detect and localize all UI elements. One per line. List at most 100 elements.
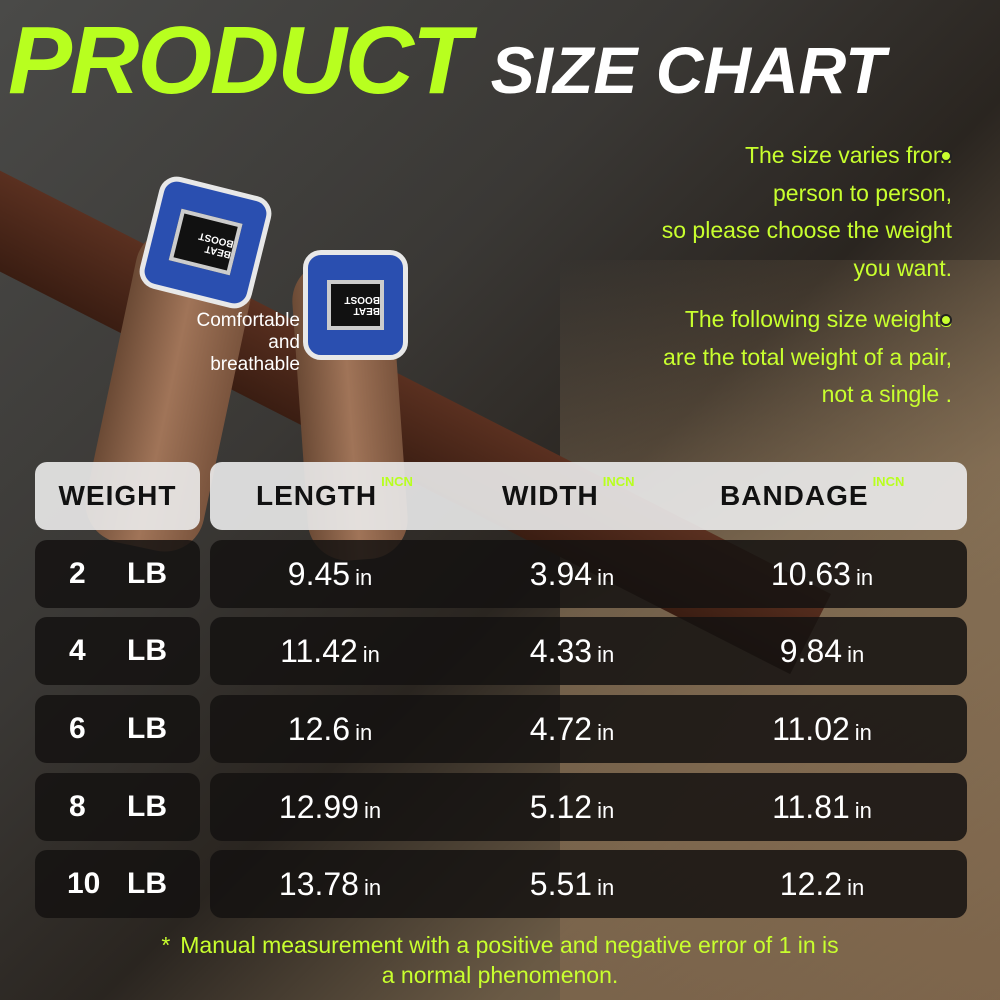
- width-cell: 4.33 in: [472, 617, 672, 685]
- dimension-cells: 11.42 in 4.33 in 9.84 in: [210, 617, 967, 685]
- page-title: PRODUCT SIZE CHART: [8, 6, 885, 116]
- length-cell: 11.42 in: [230, 617, 430, 685]
- header-unit: INCN: [381, 474, 413, 489]
- weight-unit: LB: [127, 790, 167, 823]
- unit-label: in: [854, 720, 872, 745]
- footnote: * Manual measurement with a positive and …: [0, 930, 1000, 990]
- weight-value: 6: [69, 712, 86, 745]
- bandage-value: 10.63: [770, 555, 851, 592]
- table-row: 10 LB 13.78 in 5.51 in 12.2 in: [0, 850, 1000, 918]
- dimension-cells: 9.45 in 3.94 in 10.63 in: [210, 540, 967, 608]
- weight-unit: LB: [127, 867, 167, 900]
- length-value: 13.78: [278, 865, 359, 902]
- note-line: person to person,: [772, 179, 952, 206]
- feature-line: and: [268, 332, 300, 353]
- note-pair-weight: The following size weights are the total…: [663, 301, 952, 414]
- note-line: not a single .: [821, 381, 952, 407]
- header-bandage: BANDAGE: [720, 480, 869, 511]
- weight-value: 10: [67, 867, 101, 900]
- bandage-value: 11.81: [772, 788, 850, 825]
- weight-cell: 8 LB: [35, 773, 200, 841]
- weight-value: 4: [69, 634, 86, 667]
- feature-line: Comfortable: [196, 310, 301, 331]
- title-product: PRODUCT: [8, 7, 471, 114]
- weight-unit: LB: [127, 634, 167, 667]
- table-row: 6 LB 12.6 in 4.72 in 11.02 in: [0, 695, 1000, 763]
- width-cell: 3.94 in: [472, 540, 672, 608]
- length-cell: 12.6 in: [230, 695, 430, 763]
- note-line: are the total weight of a pair,: [663, 343, 952, 370]
- width-value: 5.12: [529, 788, 593, 825]
- unit-label: in: [847, 875, 865, 900]
- unit-label: in: [362, 642, 380, 667]
- unit-label: in: [355, 565, 373, 590]
- note-size-varies: The size varies from person to person, s…: [662, 137, 952, 287]
- length-value: 9.45: [287, 555, 351, 592]
- length-value: 11.42: [280, 632, 358, 669]
- header-weight: WEIGHT: [35, 462, 200, 530]
- note-line: The following size weights: [684, 306, 952, 332]
- weight-cell: 6 LB: [35, 695, 200, 763]
- length-value: 12.99: [278, 788, 359, 825]
- width-cell: 5.12 in: [472, 773, 672, 841]
- unit-label: in: [855, 565, 874, 590]
- header-dimensions: LENGTH INCN WIDTH INCN BANDAGE INCN: [210, 462, 967, 530]
- header-length: LENGTH: [256, 480, 378, 511]
- bandage-cell: 10.63 in: [722, 540, 922, 608]
- length-value: 12.6: [287, 710, 351, 747]
- header-width: WIDTH: [502, 480, 599, 511]
- unit-label: in: [355, 720, 373, 745]
- unit-label: in: [597, 720, 615, 745]
- width-value: 5.51: [529, 865, 593, 902]
- feature-line: breathable: [210, 354, 300, 375]
- unit-label: in: [597, 798, 615, 823]
- weight-value: 2: [69, 557, 86, 590]
- note-line: so please choose the weight: [661, 217, 952, 243]
- unit-label: in: [854, 798, 872, 823]
- weight-cell: 10 LB: [35, 850, 200, 918]
- header-weight-label: WEIGHT: [58, 480, 177, 511]
- unit-label: in: [597, 875, 615, 900]
- weight-cell: 2 LB: [35, 540, 200, 608]
- width-cell: 5.51 in: [472, 850, 672, 918]
- note-line: The size varies from: [744, 142, 952, 168]
- unit-label: in: [363, 798, 382, 823]
- bandage-cell: 12.2 in: [722, 850, 922, 918]
- bandage-cell: 11.81 in: [722, 773, 922, 841]
- dimension-cells: 13.78 in 5.51 in 12.2 in: [210, 850, 967, 918]
- weight-unit: LB: [127, 557, 167, 590]
- header-unit: INCN: [602, 474, 635, 489]
- bullet-icon: [940, 150, 952, 162]
- footnote-line: a normal phenomenon.: [381, 962, 619, 988]
- brand-logo: BEAT BOOST: [168, 209, 243, 276]
- bandage-cell: 11.02 in: [722, 695, 922, 763]
- table-row: 8 LB 12.99 in 5.12 in 11.81 in: [0, 773, 1000, 841]
- dimension-cells: 12.99 in 5.12 in 11.81 in: [210, 773, 967, 841]
- brand-logo: BEAT BOOST: [327, 280, 384, 330]
- table-row: 2 LB 9.45 in 3.94 in 10.63 in: [0, 540, 1000, 608]
- feature-label: Comfortable and breathable: [150, 310, 301, 376]
- bandage-value: 12.2: [779, 865, 843, 902]
- bandage-value: 11.02: [772, 710, 850, 747]
- unit-label: in: [847, 642, 865, 667]
- weight-unit: LB: [127, 712, 167, 745]
- wrist-weight-right: BEAT BOOST: [303, 250, 408, 360]
- length-cell: 13.78 in: [230, 850, 430, 918]
- width-value: 4.72: [529, 710, 593, 747]
- width-cell: 4.72 in: [472, 695, 672, 763]
- unit-label: in: [363, 875, 382, 900]
- weight-value: 8: [69, 790, 86, 823]
- title-size-chart: SIZE CHART: [490, 33, 886, 107]
- table-row: 4 LB 11.42 in 4.33 in 9.84 in: [0, 617, 1000, 685]
- header-unit: INCN: [872, 474, 905, 489]
- bandage-cell: 9.84 in: [722, 617, 922, 685]
- asterisk-icon: *: [161, 932, 171, 958]
- dimension-cells: 12.6 in 4.72 in 11.02 in: [210, 695, 967, 763]
- bullet-icon: [940, 314, 952, 326]
- length-cell: 9.45 in: [230, 540, 430, 608]
- note-line: you want.: [853, 254, 952, 281]
- bandage-value: 9.84: [779, 632, 843, 669]
- length-cell: 12.99 in: [230, 773, 430, 841]
- unit-label: in: [597, 565, 615, 590]
- weight-cell: 4 LB: [35, 617, 200, 685]
